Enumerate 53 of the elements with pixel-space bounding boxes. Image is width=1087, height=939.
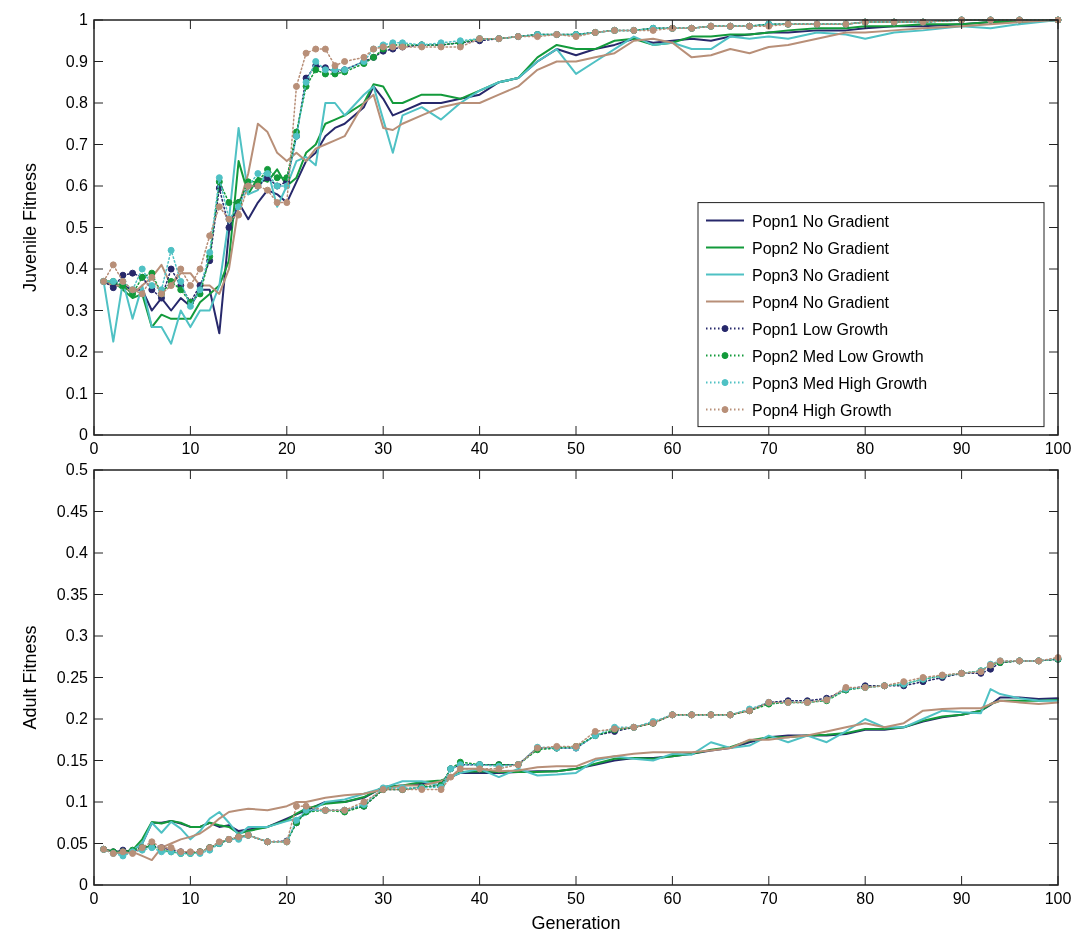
y-tick-label: 0.15 <box>56 751 89 769</box>
x-tick-label: 30 <box>374 890 393 907</box>
y-tick-label: 0.4 <box>65 260 89 277</box>
y-tick-label: 0.6 <box>65 177 89 194</box>
x-tick-label: 80 <box>856 440 875 457</box>
legend-label: Popn1 No Gradient <box>752 212 890 230</box>
x-tick-label: 100 <box>1044 890 1072 907</box>
y-tick-label: 0 <box>79 876 89 893</box>
x-tick-label: 60 <box>663 440 682 457</box>
y-tick-label: 0.05 <box>56 834 89 852</box>
x-tick-label: 30 <box>374 440 393 457</box>
y-tick-label: 0.5 <box>65 218 89 236</box>
x-tick-label: 40 <box>470 890 489 907</box>
x-tick-label: 10 <box>181 440 200 457</box>
legend-label: Popn3 No Gradient <box>752 266 890 284</box>
x-tick-label: 70 <box>759 890 778 907</box>
y-tick-label: 0.7 <box>65 135 89 153</box>
y-tick-label: 1 <box>79 11 89 28</box>
x-axis-title: Generation <box>531 913 621 933</box>
legend-label: Popn3 Med High Growth <box>752 374 928 392</box>
y-tick-label: 0.35 <box>56 585 89 603</box>
legend-label: Popn4 No Gradient <box>752 293 890 311</box>
y-tick-label: 0.3 <box>65 301 89 319</box>
y-tick-label: 0.8 <box>65 94 89 111</box>
y-tick-label: 0.9 <box>65 52 89 70</box>
y-tick-label: 0.45 <box>56 502 89 520</box>
x-tick-label: 100 <box>1044 440 1072 457</box>
y-tick-label: 0.1 <box>65 793 89 810</box>
y-tick-label: 0.4 <box>65 544 89 561</box>
y-axis-title: Juvenile Fitness <box>20 162 40 293</box>
x-tick-label: 20 <box>277 890 296 907</box>
y-tick-label: 0.2 <box>65 343 89 360</box>
y-tick-label: 0.2 <box>65 710 89 727</box>
y-tick-label: 0 <box>79 426 89 443</box>
x-tick-label: 70 <box>759 440 778 457</box>
x-tick-label: 10 <box>181 890 200 907</box>
x-tick-label: 20 <box>277 440 296 457</box>
y-axis-title: Adult Fitness <box>20 625 40 730</box>
legend-label: Popn2 Med Low Growth <box>752 347 924 365</box>
y-tick-label: 0.25 <box>56 668 89 686</box>
x-tick-label: 90 <box>952 440 971 457</box>
y-tick-label: 0.5 <box>65 461 89 478</box>
y-tick-label: 0.1 <box>65 384 89 402</box>
x-tick-label: 40 <box>470 440 489 457</box>
x-tick-label: 50 <box>567 890 585 907</box>
x-tick-label: 80 <box>856 890 875 907</box>
x-tick-label: 50 <box>567 440 585 457</box>
legend-label: Popn1 Low Growth <box>752 320 889 338</box>
legend-label: Popn2 No Gradient <box>752 239 890 257</box>
legend-label: Popn4 High Growth <box>752 401 892 419</box>
x-tick-label: 90 <box>952 890 971 907</box>
x-tick-label: 60 <box>663 890 682 907</box>
y-tick-label: 0.3 <box>65 627 89 644</box>
